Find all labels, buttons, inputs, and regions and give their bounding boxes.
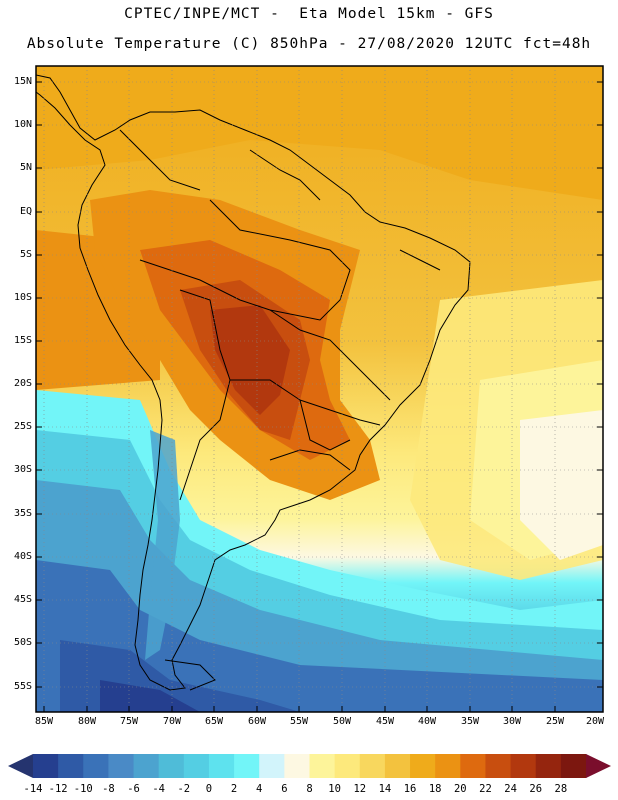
colorbar-label: 14 <box>378 783 392 795</box>
lat-label: 25S <box>13 421 32 432</box>
lat-label: 30S <box>13 464 32 475</box>
lat-label: 55S <box>13 681 32 692</box>
lon-label: 20W <box>585 716 605 727</box>
lon-label: 55W <box>289 716 309 727</box>
lat-label: 40S <box>13 551 32 562</box>
lon-label: 40W <box>417 716 437 727</box>
lat-label: 5S <box>19 249 32 260</box>
graticule <box>36 66 603 712</box>
andes-cool-strip <box>145 430 180 660</box>
colorbar-cell <box>334 754 361 778</box>
colorbar-label: 20 <box>453 783 467 795</box>
north-orange-band <box>36 66 603 200</box>
colorbar-cell <box>309 754 336 778</box>
title-line-1: CPTEC/INPE/MCT - Eta Model 15km - GFS <box>124 6 494 22</box>
lat-label: EQ <box>19 206 32 217</box>
lon-label: 80W <box>77 716 97 727</box>
colorbar-cell <box>183 754 210 778</box>
very-cold-region <box>36 560 603 712</box>
colorbar-label: 0 <box>205 783 213 795</box>
lon-label: 60W <box>247 716 267 727</box>
colorbar-label: -14 <box>23 783 43 795</box>
colorbar-cell <box>485 754 512 778</box>
lat-label: 15N <box>13 76 32 87</box>
colorbar-label: -4 <box>152 783 165 795</box>
lon-label: 50W <box>332 716 352 727</box>
colorbar-cell <box>535 754 562 778</box>
colorbar-cell <box>510 754 537 778</box>
lat-label: 20S <box>13 378 32 389</box>
lat-label: 5N <box>19 162 32 173</box>
colorbar-cell <box>133 754 160 778</box>
colorbar-label: 26 <box>529 783 543 795</box>
colorbar-label: 6 <box>281 783 288 795</box>
colorbar-label: 28 <box>554 783 568 795</box>
colorbar-cell <box>58 754 84 778</box>
colorbar-cell <box>33 754 59 778</box>
colorbar-label: 18 <box>428 783 442 795</box>
colorbar-label: 22 <box>479 783 492 795</box>
colorbar-cell <box>234 754 260 778</box>
lon-label: 30W <box>502 716 522 727</box>
pale-ocean-core <box>520 410 603 560</box>
colorbar-cell <box>208 754 235 778</box>
coldest-core <box>100 680 200 712</box>
lon-label: 75W <box>119 716 139 727</box>
lon-label: 65W <box>204 716 224 727</box>
colorbar-label: 16 <box>403 783 417 795</box>
lat-label: 50S <box>13 637 32 648</box>
lon-label: 25W <box>545 716 565 727</box>
colorbar-label: 4 <box>256 783 263 795</box>
lat-label: 45S <box>13 594 32 605</box>
colorbar-cell <box>284 754 310 778</box>
colorbar-cells <box>33 754 587 778</box>
lon-label: 70W <box>162 716 182 727</box>
colorbar-right-arrow <box>586 754 611 778</box>
colorbar-cell <box>359 754 386 778</box>
lat-label: 35S <box>13 508 32 519</box>
colorbar-label: -2 <box>177 783 191 795</box>
colorbar-cell <box>259 754 285 778</box>
title-line-2: Absolute Temperature (C) 850hPa - 27/08/… <box>26 36 592 52</box>
lon-label: 85W <box>34 716 54 727</box>
colorbar-label: 10 <box>328 783 341 795</box>
lon-label: 45W <box>375 716 395 727</box>
colorbar-label: 24 <box>504 783 517 795</box>
colorbar-cell <box>560 754 587 778</box>
colorbar-cell <box>460 754 486 778</box>
colorbar-cell <box>410 754 436 778</box>
colorbar-label: -10 <box>73 783 93 795</box>
colorbar-label: -6 <box>127 783 140 795</box>
colorbar-cell <box>384 754 411 778</box>
axis-ticks <box>36 81 603 712</box>
lat-label: 10S <box>13 292 32 303</box>
colorbar-label: 2 <box>230 783 238 795</box>
lat-label: 15S <box>13 335 32 346</box>
colorbar-label: -8 <box>102 783 115 795</box>
colorbar-left-arrow <box>8 754 33 778</box>
lon-label: 35W <box>460 716 480 727</box>
lat-label: 10N <box>13 119 32 130</box>
colorbar-cell <box>108 754 135 778</box>
map-frame <box>35 65 604 713</box>
colorbar-cell <box>435 754 461 778</box>
continental-max-zone <box>210 305 290 415</box>
colorbar-cell <box>83 754 109 778</box>
colorbar-cell <box>158 754 185 778</box>
colorbar-label: 12 <box>353 783 367 795</box>
coastlines <box>36 74 471 691</box>
colorbar-label: 8 <box>306 783 313 795</box>
colorbar-label: -12 <box>48 783 68 795</box>
